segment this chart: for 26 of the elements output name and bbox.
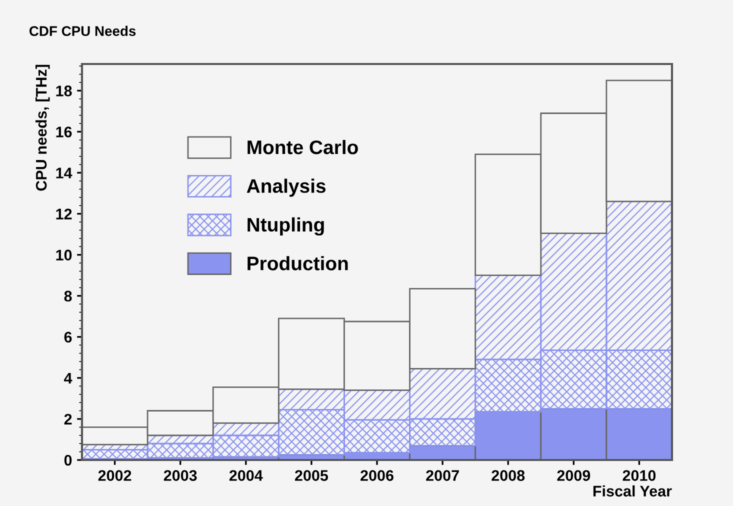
y-tick-label: 8 bbox=[64, 290, 72, 302]
y-tick-label: 12 bbox=[56, 208, 72, 220]
x-tick-label: 2010 bbox=[622, 470, 656, 481]
legend-label: Monte Carlo bbox=[248, 140, 358, 154]
legend-label: Analysis bbox=[246, 178, 326, 197]
y-tick-label: 18 bbox=[56, 86, 72, 96]
y-tick-label: 4 bbox=[64, 372, 72, 384]
y-tick-label: 10 bbox=[56, 250, 72, 261]
x-tick-label: 2003 bbox=[164, 470, 197, 481]
x-tick-label: 2002 bbox=[98, 470, 132, 481]
chart-title: CDF CPU Needs bbox=[29, 26, 136, 36]
x-tick-label: 2006 bbox=[360, 470, 394, 481]
y-tick-label: 6 bbox=[64, 332, 72, 343]
x-tick-label: 2007 bbox=[426, 470, 459, 481]
x-tick-label: 2005 bbox=[294, 470, 328, 481]
x-tick-label: 2004 bbox=[229, 470, 263, 481]
legend-label: Ntupling bbox=[248, 217, 324, 236]
x-tick-label: 2008 bbox=[492, 470, 525, 481]
legend-label: Production bbox=[248, 256, 348, 270]
x-tick-label: 2009 bbox=[557, 470, 590, 481]
x-axis-title: Fiscal Year bbox=[593, 485, 672, 497]
y-tick-label: 2 bbox=[64, 414, 72, 424]
y-tick-label: 16 bbox=[56, 126, 72, 138]
y-tick-label: 0 bbox=[64, 454, 72, 466]
y-tick-label: 14 bbox=[56, 168, 72, 178]
y-axis-title: CPU needs, [THz] bbox=[35, 64, 50, 191]
